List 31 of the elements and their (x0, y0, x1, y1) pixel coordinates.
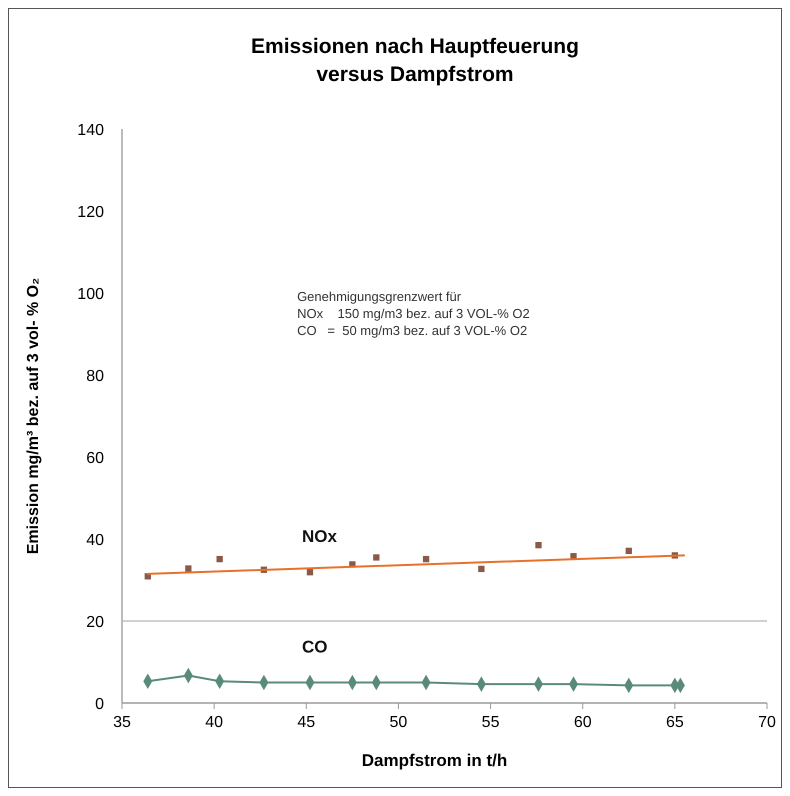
chart-subtitle: versus Dampfstrom (316, 63, 514, 86)
y-tick-label: 20 (86, 614, 104, 631)
point (535, 542, 542, 548)
series-label: NOx (302, 527, 338, 546)
x-tick-label: 45 (297, 714, 316, 731)
x-tick-label: 50 (390, 714, 408, 731)
point (373, 554, 380, 561)
point (422, 556, 430, 562)
y-axis-title: Emission mg/m³ bez. auf 3 vol- % O₂ (25, 278, 42, 554)
series-label: CO (302, 638, 328, 656)
x-tick-label: 55 (482, 714, 500, 731)
y-tick-label: 80 (86, 368, 104, 385)
y-tick-label: 120 (77, 204, 104, 221)
point (478, 566, 485, 572)
y-tick-label: 140 (77, 122, 104, 139)
x-tick-label: 40 (205, 714, 224, 731)
x-tick-label: 60 (574, 714, 592, 731)
y-tick-label: 100 (77, 286, 104, 303)
y-tick-label: 0 (95, 696, 104, 713)
point (216, 556, 223, 562)
y-tick-label: 40 (86, 532, 104, 549)
x-tick-label: 65 (666, 714, 684, 731)
chart-title: Emissionen nach Hauptfeuerung (251, 35, 579, 58)
point (306, 569, 314, 576)
y-tick-label: 60 (86, 450, 104, 467)
annotation: Genehmigungsgrenzwert für NOx 150 mg/m3 bez. auf 3 VOL-% O2 CO = 50 mg/m3 bez. auf 3 VOL-% O2 (297, 289, 530, 338)
x-axis-title: Dampfstrom in t/h (362, 751, 508, 770)
x-tick-label: 70 (758, 714, 776, 731)
point (626, 548, 632, 554)
x-tick-label: 35 (113, 714, 131, 731)
point (185, 565, 192, 572)
